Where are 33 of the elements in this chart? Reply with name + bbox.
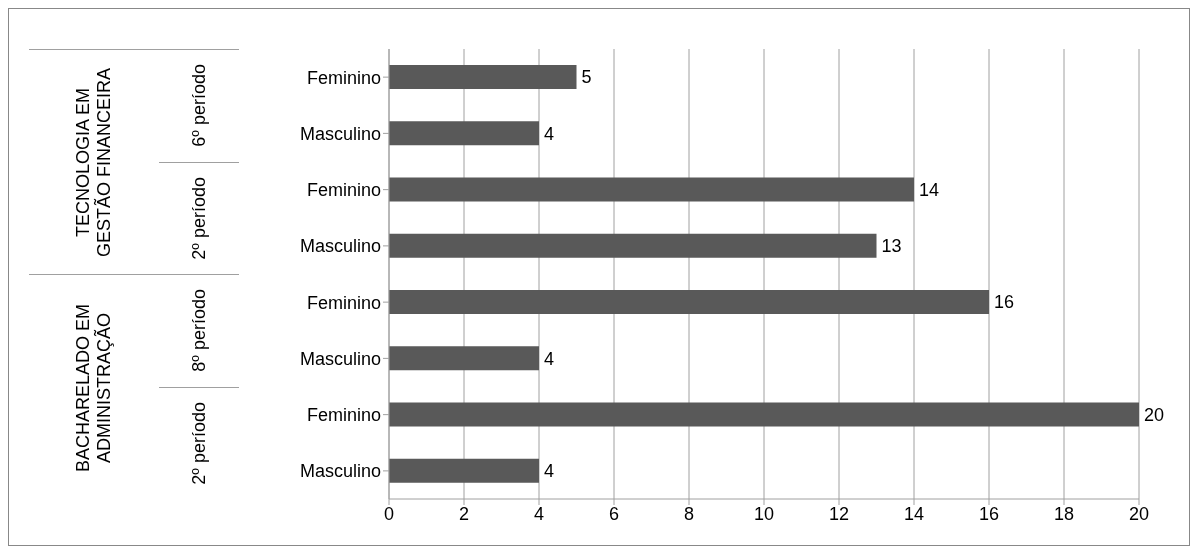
y-tick-label: Feminino: [306, 405, 381, 426]
data-label: 20: [1144, 404, 1165, 425]
x-tick-label: 20: [1128, 503, 1150, 524]
y-tick-label: Feminino: [306, 180, 381, 201]
y-tick-label: Feminino: [306, 67, 381, 88]
data-label: 13: [881, 236, 902, 257]
y-tick-label: Masculino: [299, 348, 381, 369]
x-tick-label: 8: [683, 503, 695, 524]
y-tick-label: Masculino: [299, 123, 381, 144]
x-tick-label: 12: [828, 503, 850, 524]
x-tick-label: 14: [903, 503, 925, 524]
x-tick-label: 2: [458, 503, 470, 524]
text: BACHARELADO EM ADMINISTRAÇÃO: [73, 302, 115, 474]
x-tick-label: 18: [1053, 503, 1075, 524]
x-tick-label: 6: [608, 503, 620, 524]
data-label: 5: [581, 67, 592, 88]
data-label: 4: [544, 461, 555, 482]
data-label: 14: [919, 179, 940, 200]
text: 8º período: [188, 289, 210, 373]
x-tick-label: 16: [978, 503, 1000, 524]
text: 6º período: [188, 64, 210, 148]
x-tick-label: 0: [383, 503, 395, 524]
x-tick-label: 10: [753, 503, 775, 524]
text: 2º período: [188, 176, 210, 260]
y-tick-label: Feminino: [306, 292, 381, 313]
data-label: 16: [994, 292, 1015, 313]
y-tick-label: Masculino: [299, 236, 381, 257]
x-tick-label: 4: [533, 503, 545, 524]
data-label: 4: [544, 123, 555, 144]
data-label: 4: [544, 348, 555, 369]
text: TECNOLOGIA EM GESTÃO FINANCEIRA: [73, 66, 115, 259]
text: 2º período: [188, 401, 210, 485]
y-tick-label: Masculino: [299, 461, 381, 482]
